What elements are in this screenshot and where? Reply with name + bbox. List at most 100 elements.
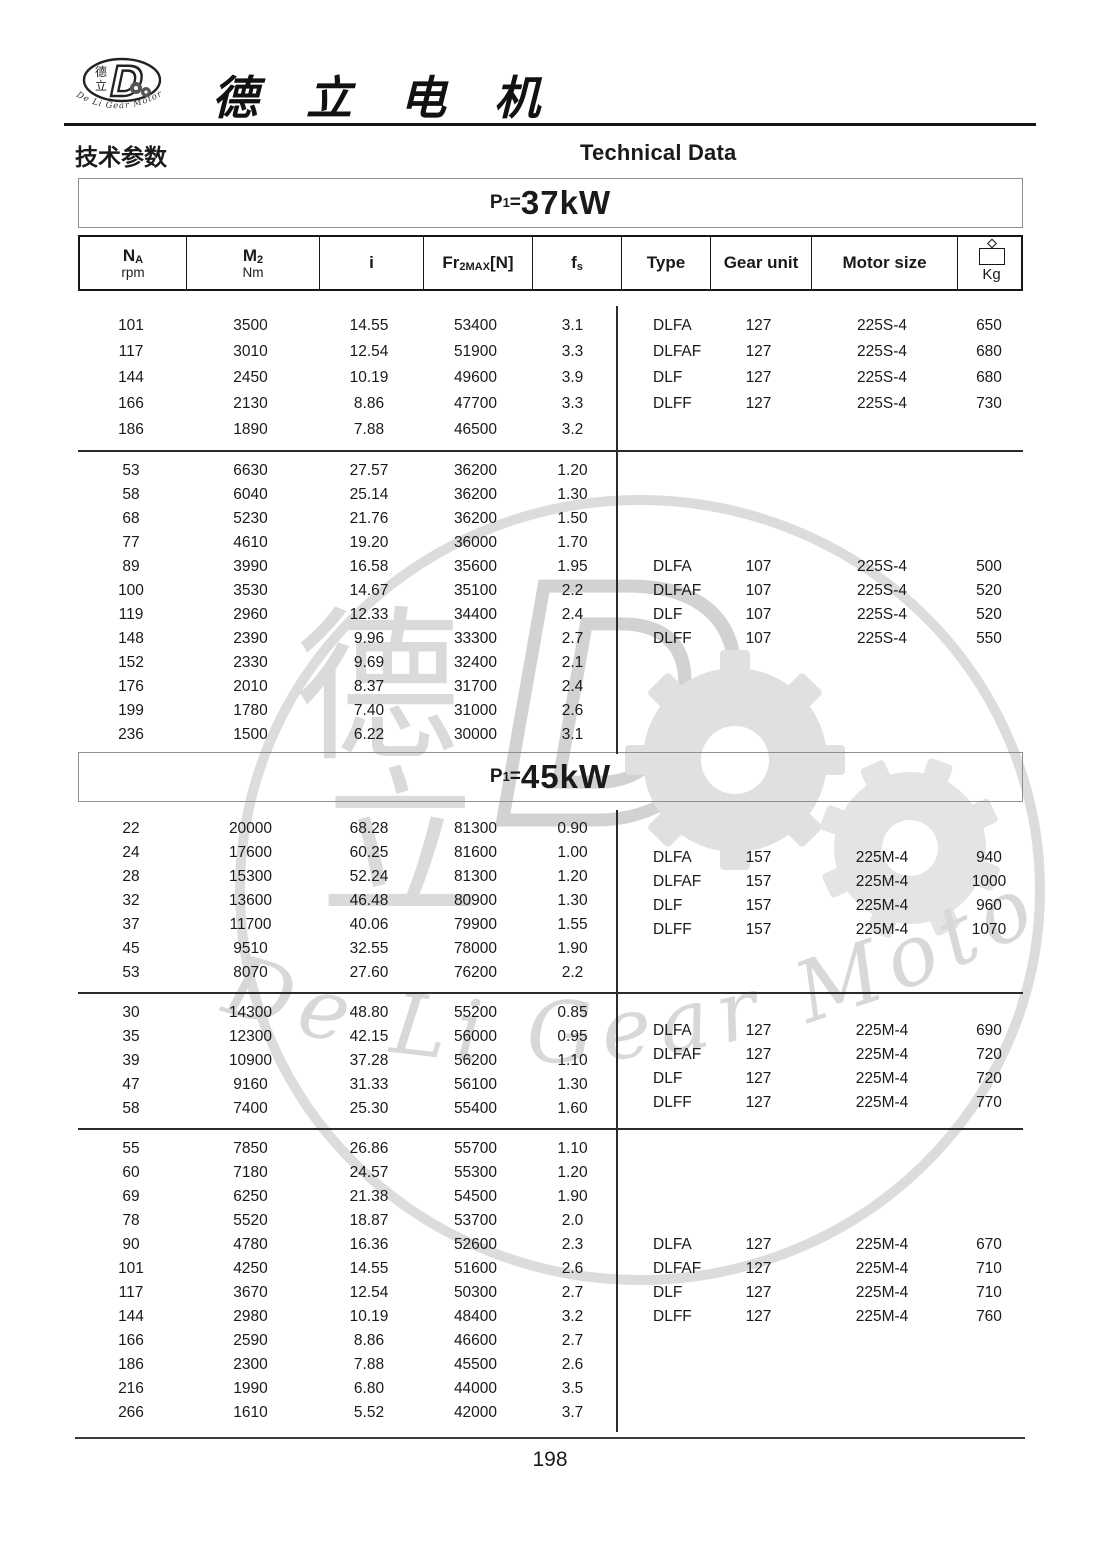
cell-i: 18.87 — [349, 1212, 389, 1229]
cell-m2: 1890 — [233, 421, 268, 438]
table-row: 216 1990 6.80 44000 3.5 — [78, 1377, 1023, 1401]
cell-i: 27.57 — [349, 462, 389, 479]
cell-gear-unit: 127 — [745, 317, 772, 334]
cell-m2: 6630 — [233, 462, 268, 479]
cell-motor-size: 225M-4 — [855, 1284, 909, 1301]
cell-gear-unit: 127 — [745, 1236, 772, 1253]
type-row: DLFF 127 225M-4 770 — [619, 1091, 1023, 1115]
cell-na: 166 — [118, 395, 144, 412]
logo-char-li: 立 — [95, 78, 107, 93]
data-block: 55 7850 26.86 55700 1.10 60 7180 24.57 55300 1.20… — [78, 1128, 1023, 1432]
cell-fr2max: 34400 — [453, 606, 498, 623]
table-row: 60 7180 24.57 55300 1.20 — [78, 1161, 1023, 1185]
cell-fs: 3.1 — [561, 726, 584, 743]
cell-type: DLFA — [653, 1022, 692, 1039]
cell-fs: 2.6 — [561, 702, 584, 719]
logo-char-de: 德 — [95, 64, 107, 79]
cell-na: 69 — [122, 1188, 140, 1205]
cell-fs: 3.9 — [561, 369, 584, 386]
cell-m2: 1990 — [233, 1380, 268, 1397]
type-row: DLFAF 127 225M-4 710 — [619, 1257, 1023, 1281]
type-row: DLF 157 225M-4 960 — [619, 894, 1023, 918]
cell-i: 68.28 — [349, 820, 389, 837]
cell-i: 8.86 — [353, 1332, 385, 1349]
cell-m2: 7400 — [233, 1100, 268, 1117]
technical-table: P 1 = 37kW NA rpm M2 Nm i Fr2MAX[N] fs Type Gear un… — [78, 178, 1023, 1432]
cell-na: 78 — [122, 1212, 140, 1229]
cell-na: 101 — [118, 317, 144, 334]
cell-m2: 1780 — [233, 702, 268, 719]
cell-i: 40.06 — [349, 916, 389, 933]
cell-type: DLF — [653, 369, 683, 386]
cell-motor-size: 225M-4 — [855, 1022, 909, 1039]
cell-motor-size: 225M-4 — [855, 1260, 909, 1277]
cell-fs: 1.00 — [557, 844, 588, 861]
cell-na: 119 — [118, 606, 144, 623]
cell-gear-unit: 157 — [745, 872, 772, 890]
cell-i: 42.15 — [349, 1028, 389, 1045]
column-unit: Nm — [242, 264, 264, 280]
cell-gear-unit: 107 — [745, 582, 772, 599]
cell-gear-unit: 157 — [745, 848, 772, 866]
type-group: DLFA 127 225M-4 690 DLFAF 127 225M-4 720 DLF 127 2… — [619, 1019, 1023, 1115]
cell-m2: 9510 — [233, 940, 268, 957]
cell-na: 186 — [118, 1356, 144, 1373]
power-equals: = — [509, 766, 521, 787]
cell-i: 6.80 — [353, 1380, 385, 1397]
cell-m2: 4250 — [233, 1260, 268, 1277]
cell-weight: 690 — [976, 1022, 1002, 1039]
column-header-motor-size: Motor size — [811, 237, 957, 289]
cell-motor-size: 225M-4 — [855, 1308, 909, 1325]
cell-fs: 0.95 — [557, 1028, 588, 1045]
cell-m2: 1610 — [233, 1404, 268, 1421]
table-row: 186 1890 7.88 46500 3.2 — [78, 417, 1023, 443]
footer-divider — [75, 1437, 1025, 1439]
cell-type: DLF — [653, 606, 683, 623]
cell-i: 32.55 — [349, 940, 389, 957]
cell-gear-unit: 127 — [745, 1070, 772, 1087]
cell-fr2max: 55300 — [453, 1164, 498, 1181]
cell-na: 47 — [122, 1076, 140, 1093]
cell-weight: 520 — [976, 582, 1002, 599]
cell-fs: 2.3 — [561, 1236, 584, 1253]
cell-motor-size: 225M-4 — [855, 920, 909, 938]
cell-fs: 2.2 — [561, 582, 584, 599]
cell-fr2max: 81600 — [453, 844, 498, 861]
cell-fs: 2.4 — [561, 606, 584, 623]
cell-weight: 520 — [976, 606, 1002, 623]
cell-fs: 1.90 — [557, 1188, 588, 1205]
table-row: 53 8070 27.60 76200 2.2 — [78, 961, 1023, 985]
cell-fs: 2.2 — [561, 964, 584, 981]
cell-na: 77 — [122, 534, 140, 551]
cell-gear-unit: 127 — [745, 1260, 772, 1277]
cell-motor-size: 225M-4 — [855, 1070, 909, 1087]
type-group: DLFA 157 225M-4 940 DLFAF 157 225M-4 1000 DLF 157… — [619, 846, 1023, 942]
cell-na: 58 — [122, 486, 140, 503]
cell-i: 12.54 — [349, 1284, 389, 1301]
cell-fr2max: 81300 — [453, 868, 498, 885]
page-number: 198 — [532, 1448, 568, 1471]
cell-type: DLF — [653, 1070, 683, 1087]
type-group: DLFA 127 225S-4 650 DLFAF 127 225S-4 680 DLF 127 2… — [619, 313, 1023, 417]
cell-fr2max: 44000 — [453, 1380, 498, 1397]
cell-motor-size: 225S-4 — [857, 343, 907, 360]
cell-fr2max: 56100 — [453, 1076, 498, 1093]
cell-i: 27.60 — [349, 964, 389, 981]
type-row: DLFAF 127 225M-4 720 — [619, 1043, 1023, 1067]
cell-fs: 0.90 — [557, 820, 588, 837]
cell-i: 14.67 — [349, 582, 389, 599]
cell-i: 14.55 — [349, 317, 389, 334]
cell-m2: 3500 — [233, 317, 268, 334]
cell-fr2max: 45500 — [453, 1356, 498, 1373]
cell-fr2max: 35600 — [453, 558, 498, 575]
cell-fr2max: 52600 — [453, 1236, 498, 1253]
cell-na: 90 — [122, 1236, 140, 1253]
cell-weight: 550 — [976, 630, 1002, 647]
cell-i: 48.80 — [349, 1004, 389, 1021]
cell-i: 7.40 — [353, 702, 385, 719]
cell-fs: 1.10 — [557, 1140, 588, 1157]
cell-weight: 770 — [976, 1094, 1002, 1111]
cell-gear-unit: 127 — [745, 1022, 772, 1039]
cell-gear-unit: 127 — [745, 1046, 772, 1063]
cell-weight: 710 — [976, 1260, 1002, 1277]
